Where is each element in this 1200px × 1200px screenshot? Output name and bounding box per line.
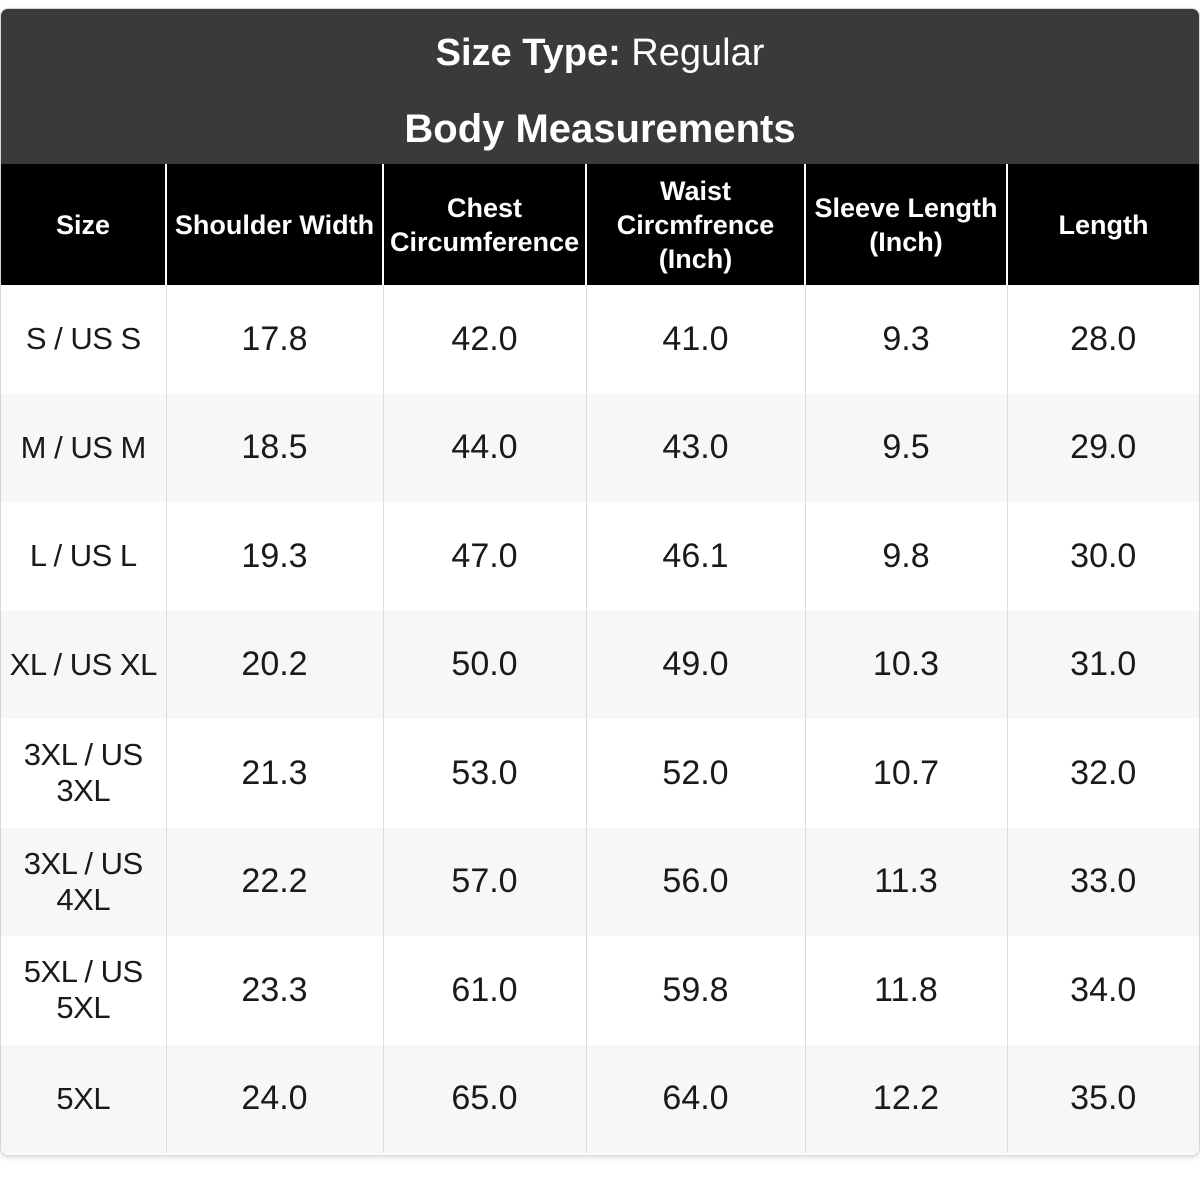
cell-chest: 61.0: [382, 936, 586, 1045]
chart-subtitle: Body Measurements: [404, 107, 796, 151]
cell-size: L / US L: [1, 502, 166, 611]
cell-waist: 52.0: [585, 719, 805, 828]
cell-length: 33.0: [1006, 827, 1199, 936]
cell-size: 3XL / US 4XL: [1, 827, 166, 936]
cell-shoulder-width: 22.2: [165, 827, 383, 936]
cell-shoulder-width: 18.5: [165, 393, 383, 502]
size-table-header: Size Shoulder Width Chest Circumference …: [1, 164, 1199, 285]
cell-size: S / US S: [1, 285, 166, 394]
column-header-shoulder-width: Shoulder Width: [165, 164, 383, 285]
cell-length: 31.0: [1006, 610, 1199, 719]
table-row: 3XL / US 4XL 22.2 57.0 56.0 11.3 33.0: [1, 827, 1199, 936]
cell-sleeve-length: 9.8: [804, 502, 1007, 611]
size-chart-card: Size Type: Regular Body Measurements Siz…: [0, 8, 1200, 1156]
cell-size: XL / US XL: [1, 610, 166, 719]
cell-sleeve-length: 9.5: [804, 393, 1007, 502]
cell-chest: 42.0: [382, 285, 586, 394]
column-header-chest-circumference: Chest Circumference: [382, 164, 586, 285]
cell-size: 5XL: [1, 1044, 166, 1153]
column-header-length: Length: [1006, 164, 1199, 285]
size-type-label: Size Type:: [435, 32, 621, 74]
cell-size: 5XL / US 5XL: [1, 936, 166, 1045]
size-table: Size Shoulder Width Chest Circumference …: [1, 164, 1199, 1153]
size-type-line: Size Type: Regular: [1, 31, 1199, 75]
cell-chest: 65.0: [382, 1044, 586, 1153]
column-header-size: Size: [1, 164, 166, 285]
table-row: 5XL 24.0 65.0 64.0 12.2 35.0: [1, 1044, 1199, 1153]
cell-sleeve-length: 9.3: [804, 285, 1007, 394]
cell-size: 3XL / US 3XL: [1, 719, 166, 828]
cell-chest: 50.0: [382, 610, 586, 719]
cell-sleeve-length: 10.3: [804, 610, 1007, 719]
cell-length: 34.0: [1006, 936, 1199, 1045]
cell-shoulder-width: 17.8: [165, 285, 383, 394]
table-row: L / US L 19.3 47.0 46.1 9.8 30.0: [1, 502, 1199, 611]
table-row: M / US M 18.5 44.0 43.0 9.5 29.0: [1, 393, 1199, 502]
table-row: 3XL / US 3XL 21.3 53.0 52.0 10.7 32.0: [1, 719, 1199, 828]
cell-shoulder-width: 20.2: [165, 610, 383, 719]
cell-length: 32.0: [1006, 719, 1199, 828]
cell-waist: 64.0: [585, 1044, 805, 1153]
cell-size: M / US M: [1, 393, 166, 502]
cell-shoulder-width: 21.3: [165, 719, 383, 828]
size-type-value: Regular: [631, 32, 765, 74]
cell-shoulder-width: 23.3: [165, 936, 383, 1045]
cell-chest: 57.0: [382, 827, 586, 936]
cell-chest: 47.0: [382, 502, 586, 611]
cell-waist: 56.0: [585, 827, 805, 936]
cell-length: 28.0: [1006, 285, 1199, 394]
cell-waist: 49.0: [585, 610, 805, 719]
cell-waist: 46.1: [585, 502, 805, 611]
cell-shoulder-width: 19.3: [165, 502, 383, 611]
cell-length: 35.0: [1006, 1044, 1199, 1153]
cell-shoulder-width: 24.0: [165, 1044, 383, 1153]
table-row: S / US S 17.8 42.0 41.0 9.3 28.0: [1, 285, 1199, 394]
size-chart-banner: Size Type: Regular Body Measurements: [1, 9, 1199, 164]
column-header-waist-circumference: Waist Circmfrence (Inch): [585, 164, 805, 285]
cell-length: 29.0: [1006, 393, 1199, 502]
cell-sleeve-length: 10.7: [804, 719, 1007, 828]
cell-chest: 44.0: [382, 393, 586, 502]
cell-length: 30.0: [1006, 502, 1199, 611]
cell-waist: 41.0: [585, 285, 805, 394]
cell-waist: 43.0: [585, 393, 805, 502]
size-table-body: S / US S 17.8 42.0 41.0 9.3 28.0 M / US …: [1, 285, 1199, 1153]
table-row: XL / US XL 20.2 50.0 49.0 10.3 31.0: [1, 610, 1199, 719]
cell-sleeve-length: 12.2: [804, 1044, 1007, 1153]
cell-sleeve-length: 11.8: [804, 936, 1007, 1045]
column-header-sleeve-length: Sleeve Length (Inch): [804, 164, 1007, 285]
cell-waist: 59.8: [585, 936, 805, 1045]
cell-chest: 53.0: [382, 719, 586, 828]
cell-sleeve-length: 11.3: [804, 827, 1007, 936]
header-row: Size Shoulder Width Chest Circumference …: [1, 164, 1199, 285]
table-row: 5XL / US 5XL 23.3 61.0 59.8 11.8 34.0: [1, 936, 1199, 1045]
